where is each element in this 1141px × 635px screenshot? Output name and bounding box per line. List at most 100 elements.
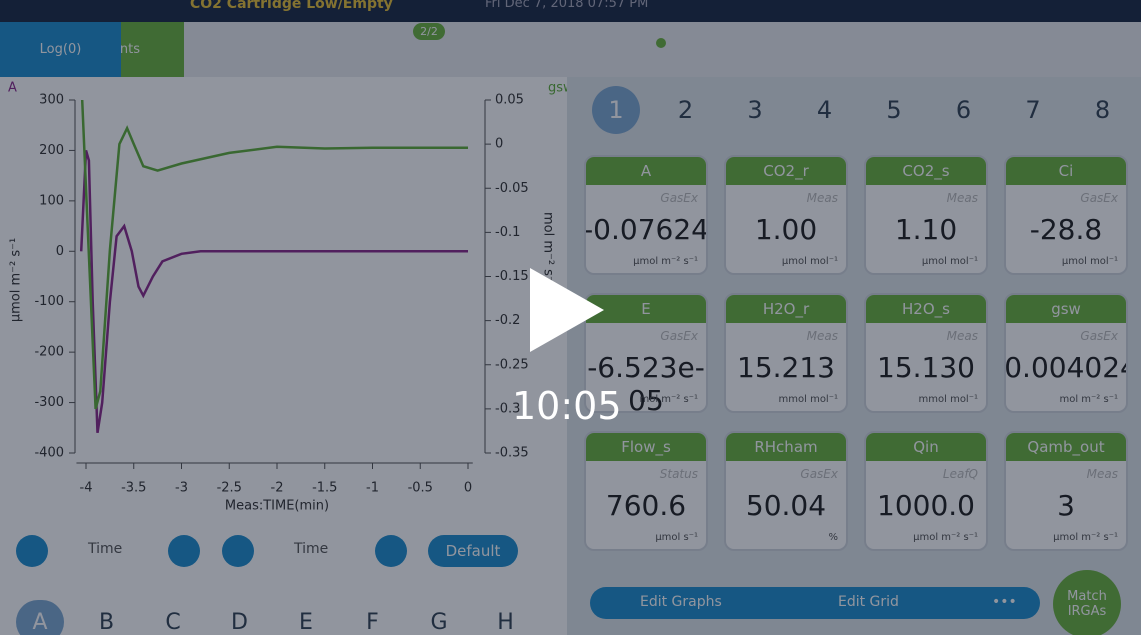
tile[interactable]: RHcham GasEx 50.04% xyxy=(724,431,848,551)
legend-entry: A xyxy=(8,81,17,96)
tile-group: GasEx xyxy=(1080,329,1118,343)
tile-label: RHcham xyxy=(726,433,846,461)
page-number[interactable]: 7 xyxy=(1025,96,1041,124)
tile-group: GasEx xyxy=(660,329,698,343)
button[interactable] xyxy=(375,535,407,567)
tile[interactable]: H2O_s Meas 15.130 mmol mol⁻¹ xyxy=(864,293,988,413)
tile-unit: µmol mol⁻¹ xyxy=(1061,256,1118,267)
series-line xyxy=(79,150,468,433)
letter-tab[interactable]: A xyxy=(16,600,64,635)
play-button[interactable] xyxy=(528,266,608,356)
tile-group: GasEx xyxy=(1080,191,1118,205)
video-time: 10:05 xyxy=(512,384,622,428)
page-number[interactable]: 1 xyxy=(592,86,640,134)
tile-label: CO2_r xyxy=(726,157,846,185)
legend-entry: gsw xyxy=(548,81,567,96)
play-icon[interactable] xyxy=(530,268,604,352)
tile-group: Meas xyxy=(946,191,978,205)
chart: -400-300-200-1000100200300-0.35-0.3-0.25… xyxy=(8,81,567,514)
tile[interactable]: E GasEx -6.523e-05 mol m⁻² s⁻¹ xyxy=(584,293,708,413)
page-number[interactable]: 6 xyxy=(955,96,972,124)
tile-label: gsw xyxy=(1006,295,1126,323)
y-tick-label: 200 xyxy=(39,143,64,158)
tile[interactable]: Qin LeafQ 1000.0 µmol m⁻² s⁻¹ xyxy=(864,431,988,551)
letter-tab[interactable]: D xyxy=(231,609,248,635)
tile[interactable]: Qamb_out Meas 3 µmol m⁻² s⁻¹ xyxy=(1004,431,1128,551)
x-tick-label: -1.5 xyxy=(312,481,337,496)
tile[interactable]: Flow_s Status 760.6 µmol s⁻¹ xyxy=(584,431,708,551)
tile-value: 50.04 xyxy=(745,489,827,522)
tile[interactable]: CO2_r Meas 1.00 µmol mol⁻¹ xyxy=(724,155,848,275)
letter-tab[interactable]: G xyxy=(430,609,448,635)
tile-group: Status xyxy=(659,467,698,481)
y2-tick-label: -0.25 xyxy=(495,357,529,372)
tile-unit: mol m⁻² s⁻¹ xyxy=(639,394,698,405)
page-number[interactable]: 4 xyxy=(816,96,833,124)
letter-tab[interactable]: C xyxy=(165,609,181,635)
time-label: Time xyxy=(88,541,123,557)
tile[interactable]: A GasEx -0.07624 µmol m⁻² s⁻¹ xyxy=(584,155,708,275)
x-tick-label: -0.5 xyxy=(408,481,433,496)
letter-tab[interactable]: H xyxy=(497,609,514,635)
y2-tick-label: -0.35 xyxy=(495,446,529,461)
tile-label: Qin xyxy=(866,433,986,461)
tile-label: Ci xyxy=(1006,157,1126,185)
tile-group: Meas xyxy=(806,191,838,205)
tile-value: -28.8 xyxy=(1029,213,1103,246)
tile[interactable]: H2O_r Meas 15.213 mmol mol⁻¹ xyxy=(724,293,848,413)
tile-unit: µmol m⁻² s⁻¹ xyxy=(1053,532,1118,543)
page-number[interactable]: 8 xyxy=(1094,96,1111,124)
tile[interactable]: Ci GasEx -28.8 µmol mol⁻¹ xyxy=(1004,155,1128,275)
tile-value: 1000.0 xyxy=(877,489,975,522)
tile[interactable]: gsw GasEx -0.004024 mol m⁻² s⁻¹ xyxy=(1004,293,1128,413)
tile-unit: mmol mol⁻¹ xyxy=(778,394,838,405)
tile-value: -0.07624 xyxy=(584,213,708,246)
tile-label: Flow_s xyxy=(586,433,706,461)
tile-value: 15.213 xyxy=(737,351,835,384)
tile-unit: µmol m⁻² s⁻¹ xyxy=(913,532,978,543)
tile-label: E xyxy=(586,295,706,323)
y-tick-label: -300 xyxy=(34,395,64,410)
tile-label: H2O_r xyxy=(726,295,846,323)
button[interactable] xyxy=(16,535,48,567)
letter-tab[interactable]: E xyxy=(299,609,313,635)
tile[interactable]: CO2_s Meas 1.10 µmol mol⁻¹ xyxy=(864,155,988,275)
x-tick-label: -2 xyxy=(271,481,284,496)
tile-unit: µmol m⁻² s⁻¹ xyxy=(633,256,698,267)
page-number[interactable]: 5 xyxy=(886,96,902,124)
tile-unit: µmol s⁻¹ xyxy=(655,532,698,543)
tile-value: 3 xyxy=(1057,489,1075,522)
y-tick-label: 100 xyxy=(39,193,64,208)
button[interactable] xyxy=(168,535,200,567)
letter-tab[interactable]: F xyxy=(366,609,379,635)
y2-axis-label: mol m⁻² s⁻¹ xyxy=(541,212,556,288)
more[interactable]: ••• xyxy=(992,594,1017,610)
tile-group: Meas xyxy=(806,329,838,343)
letter-tab[interactable]: B xyxy=(98,609,115,635)
button[interactable] xyxy=(222,535,254,567)
log-dot xyxy=(656,38,666,48)
series-line xyxy=(80,99,468,410)
match-irgas[interactable]: Match IRGAs xyxy=(1053,570,1121,635)
tab-bar xyxy=(0,22,1141,77)
bottom-bar xyxy=(590,587,1040,619)
tab[interactable]: Log(0) xyxy=(0,22,121,77)
y2-tick-label: -0.2 xyxy=(495,313,520,328)
tile-unit: mol m⁻² s⁻¹ xyxy=(1059,394,1118,405)
x-tick-label: -2.5 xyxy=(217,481,242,496)
tile-label: H2O_s xyxy=(866,295,986,323)
tile-label: A xyxy=(586,157,706,185)
tile-group: GasEx xyxy=(660,191,698,205)
page-number[interactable]: 3 xyxy=(747,96,763,124)
tile-value: -0.004024 xyxy=(1004,351,1126,384)
y-tick-label: 300 xyxy=(39,93,64,108)
default-button[interactable]: Default xyxy=(428,535,518,567)
x-tick-label: 0 xyxy=(464,481,472,496)
tile-group: Meas xyxy=(1086,467,1118,481)
warning: CO2 Cartridge Low/Empty xyxy=(190,0,393,12)
edit-graphs[interactable]: Edit Graphs xyxy=(640,594,722,610)
edit-grid[interactable]: Edit Grid xyxy=(838,594,899,610)
tile-group: Meas xyxy=(946,329,978,343)
x-tick-label: -3 xyxy=(175,481,188,496)
page-number[interactable]: 2 xyxy=(677,96,694,124)
